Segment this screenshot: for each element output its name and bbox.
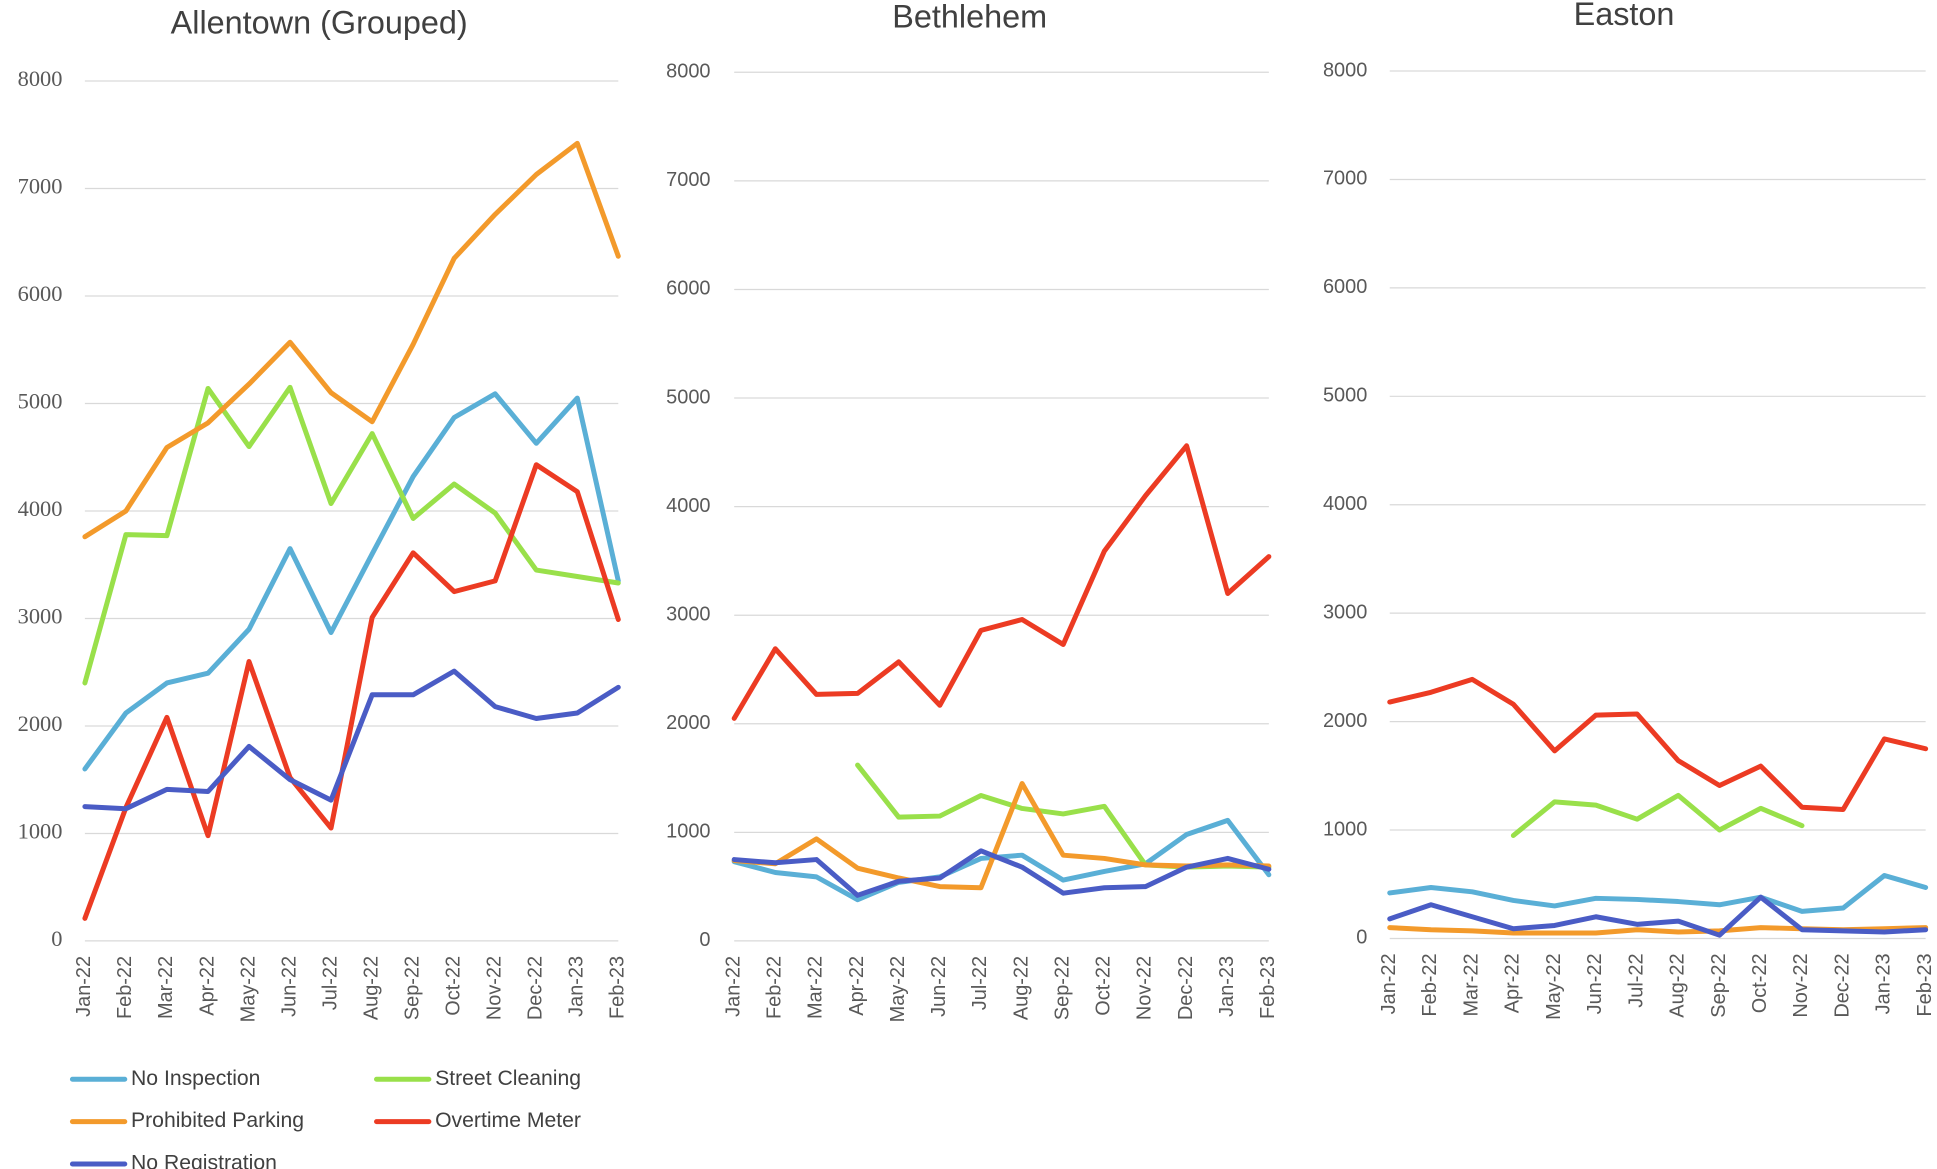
x-tick-label: Feb-23 bbox=[1914, 953, 1936, 1016]
x-tick-label: Jan-22 bbox=[722, 956, 744, 1017]
x-tick-label: Dec-22 bbox=[525, 956, 547, 1020]
x-tick-label: Oct-22 bbox=[1093, 956, 1115, 1016]
y-tick-label: 4000 bbox=[18, 496, 63, 521]
x-tick-label: Nov-22 bbox=[1790, 953, 1812, 1017]
y-tick-label: 6000 bbox=[1323, 276, 1367, 298]
y-tick-label: 1000 bbox=[666, 821, 710, 843]
x-tick-label: Jan-23 bbox=[1216, 956, 1238, 1017]
x-tick-label: Oct-22 bbox=[1749, 953, 1771, 1013]
x-tick-label: Jul-22 bbox=[969, 956, 991, 1010]
x-tick-label: Jul-22 bbox=[319, 956, 341, 1010]
x-tick-label: May-22 bbox=[1543, 953, 1565, 1019]
x-tick-label: Feb-23 bbox=[607, 956, 629, 1019]
x-tick-label: Jan-22 bbox=[1378, 953, 1400, 1014]
series-line bbox=[82, 668, 621, 812]
chart-title: Easton bbox=[1574, 0, 1675, 32]
x-tick-label: May-22 bbox=[887, 956, 909, 1022]
legend-label: Prohibited Parking bbox=[131, 1109, 304, 1132]
x-tick-label: Jun-22 bbox=[278, 956, 300, 1017]
x-tick-label: Feb-22 bbox=[1419, 953, 1441, 1016]
series-line bbox=[731, 848, 1272, 898]
x-tick-label: Mar-22 bbox=[805, 956, 827, 1019]
y-tick-label: 6000 bbox=[18, 281, 63, 306]
x-tick-label: Dec-22 bbox=[1175, 956, 1197, 1020]
x-tick-label: Mar-22 bbox=[155, 956, 177, 1019]
x-tick-label: Jun-22 bbox=[928, 956, 950, 1017]
chart-title: Bethlehem bbox=[892, 0, 1047, 34]
y-tick-label: 5000 bbox=[1323, 385, 1367, 407]
x-tick-label: Jun-22 bbox=[1584, 953, 1606, 1014]
series-line bbox=[82, 384, 621, 686]
series-line bbox=[731, 781, 1272, 891]
x-tick-label: Jul-22 bbox=[1625, 953, 1647, 1007]
legend-label: No Inspection bbox=[131, 1067, 260, 1090]
y-tick-label: 0 bbox=[1356, 927, 1367, 949]
y-tick-label: 3000 bbox=[1323, 601, 1367, 623]
x-tick-label: Feb-22 bbox=[764, 956, 786, 1019]
x-tick-label: Sep-22 bbox=[1051, 956, 1073, 1020]
y-tick-label: 6000 bbox=[666, 278, 710, 300]
y-tick-label: 5000 bbox=[666, 386, 710, 408]
x-tick-label: Jan-22 bbox=[73, 956, 95, 1017]
chart-title: Allentown (Grouped) bbox=[171, 4, 468, 40]
x-tick-label: Mar-22 bbox=[1460, 953, 1482, 1016]
series-line bbox=[1387, 873, 1929, 914]
x-tick-label: May-22 bbox=[237, 956, 259, 1022]
x-tick-label: Apr-22 bbox=[846, 956, 868, 1016]
series-line bbox=[82, 140, 621, 540]
series-line bbox=[1387, 676, 1929, 812]
legend-label: Street Cleaning bbox=[435, 1067, 581, 1090]
series-line bbox=[82, 462, 621, 921]
y-tick-label: 1000 bbox=[1323, 818, 1367, 840]
y-tick-label: 3000 bbox=[666, 603, 710, 625]
y-tick-label: 2000 bbox=[666, 712, 710, 734]
x-tick-label: Aug-22 bbox=[360, 956, 382, 1020]
y-tick-label: 4000 bbox=[1323, 493, 1367, 515]
series-line bbox=[1387, 894, 1929, 938]
series-line bbox=[731, 443, 1272, 721]
y-tick-label: 0 bbox=[699, 929, 710, 951]
series-line bbox=[82, 391, 621, 772]
y-tick-label: 7000 bbox=[18, 174, 63, 199]
y-tick-label: 3000 bbox=[18, 604, 63, 629]
x-tick-label: Feb-22 bbox=[114, 956, 136, 1019]
x-tick-label: Apr-22 bbox=[1502, 953, 1524, 1013]
x-tick-label: Dec-22 bbox=[1831, 953, 1853, 1017]
x-tick-label: Nov-22 bbox=[483, 956, 505, 1020]
y-tick-label: 8000 bbox=[666, 61, 710, 83]
y-tick-label: 2000 bbox=[18, 711, 63, 736]
y-tick-label: 8000 bbox=[1323, 59, 1367, 81]
series-line bbox=[1510, 792, 1805, 838]
y-tick-label: 0 bbox=[51, 926, 62, 951]
x-tick-label: Sep-22 bbox=[1708, 953, 1730, 1017]
x-tick-label: Sep-22 bbox=[401, 956, 423, 1020]
y-tick-label: 7000 bbox=[666, 169, 710, 191]
y-tick-label: 7000 bbox=[1323, 168, 1367, 190]
y-tick-label: 2000 bbox=[1323, 710, 1367, 732]
y-tick-label: 8000 bbox=[18, 66, 63, 91]
x-tick-label: Jan-23 bbox=[566, 956, 588, 1017]
x-tick-label: Feb-23 bbox=[1257, 956, 1279, 1019]
y-tick-label: 4000 bbox=[666, 495, 710, 517]
x-tick-label: Apr-22 bbox=[196, 956, 218, 1016]
x-tick-label: Oct-22 bbox=[442, 956, 464, 1016]
x-tick-label: Aug-22 bbox=[1667, 953, 1689, 1017]
legend-label: No Registration bbox=[131, 1152, 277, 1169]
x-tick-label: Nov-22 bbox=[1134, 956, 1156, 1020]
y-tick-label: 5000 bbox=[18, 389, 63, 414]
x-tick-label: Aug-22 bbox=[1010, 956, 1032, 1020]
y-tick-label: 1000 bbox=[18, 819, 63, 844]
legend-label: Overtime Meter bbox=[435, 1109, 581, 1132]
x-tick-label: Jan-23 bbox=[1873, 953, 1895, 1014]
